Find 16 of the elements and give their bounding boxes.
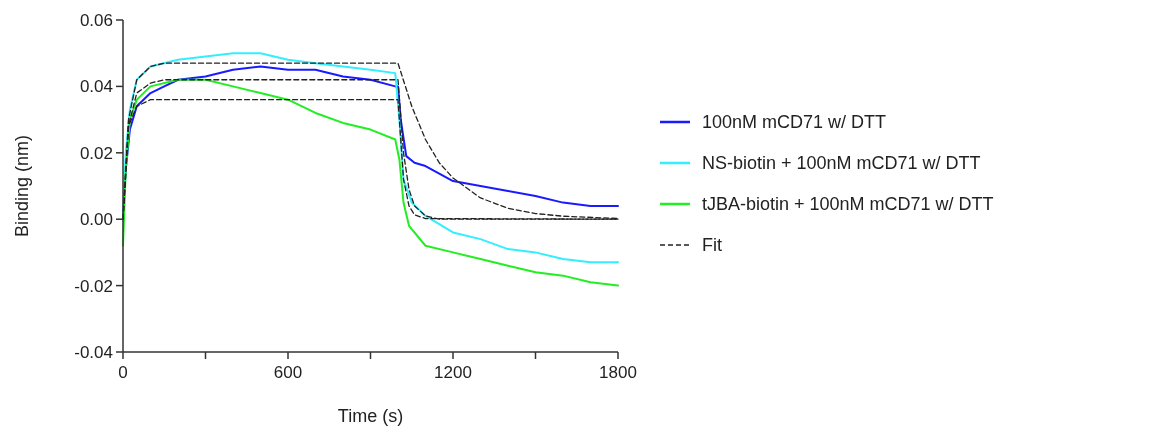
- legend-label: tJBA-biotin + 100nM mCD71 w/ DTT: [702, 194, 994, 215]
- x-tick-label: 1800: [599, 363, 637, 382]
- y-tick-label: 0.04: [79, 77, 113, 97]
- y-tick-label: 0.02: [79, 143, 113, 163]
- x-tick-label: 600: [273, 363, 303, 382]
- y-tick-label: -0.02: [74, 276, 113, 296]
- text: 0.00: [79, 210, 113, 230]
- x-tick-label: 1200: [434, 363, 472, 382]
- y-axis-title: Binding (nm): [12, 134, 32, 238]
- legend-label: NS-biotin + 100nM mCD71 w/ DTT: [702, 153, 981, 174]
- x-tick-label: 0: [118, 363, 128, 382]
- y-tick-label: 0.06: [79, 10, 113, 30]
- legend-label: 100nM mCD71 w/ DTT: [702, 112, 887, 133]
- legend-label: Fit: [702, 235, 722, 256]
- x-axis-title: Time (s): [337, 406, 404, 426]
- y-tick-label: -0.04: [74, 342, 113, 362]
